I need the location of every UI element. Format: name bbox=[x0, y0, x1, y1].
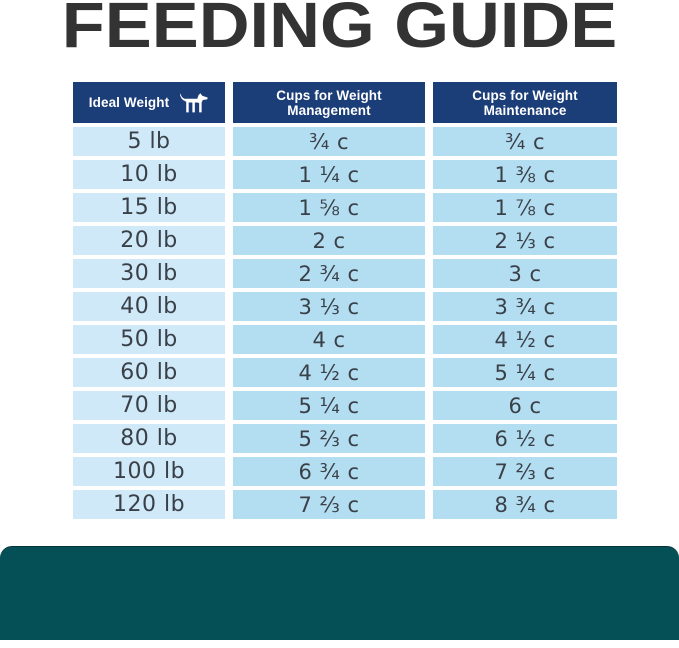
ideal-weight-cell: 20 lb bbox=[73, 226, 225, 255]
ideal-weight-cell: 30 lb bbox=[73, 259, 225, 288]
ideal-weight-cell: 10 lb bbox=[73, 160, 225, 189]
maintenance-cups-cell: 6 ½ c bbox=[433, 424, 617, 453]
management-cups-cell: 5 ⅔ c bbox=[233, 424, 425, 453]
maintenance-cups-cell: 8 ¾ c bbox=[433, 490, 617, 519]
management-cups-cell: 2 c bbox=[233, 226, 425, 255]
column-header-ideal-weight: Ideal Weight bbox=[73, 82, 225, 123]
page-title: FEEDING GUIDE bbox=[61, 0, 618, 61]
ideal-weight-cell: 50 lb bbox=[73, 325, 225, 354]
management-cups-cell: 4 c bbox=[233, 325, 425, 354]
management-cups-cell: ¾ c bbox=[233, 127, 425, 156]
management-cups-cell: 5 ¼ c bbox=[233, 391, 425, 420]
maintenance-cups-cell: 3 ¾ c bbox=[433, 292, 617, 321]
management-cups-cell: 6 ¾ c bbox=[233, 457, 425, 486]
maintenance-cups-cell: 1 ⅞ c bbox=[433, 193, 617, 222]
maintenance-cups-cell: 7 ⅔ c bbox=[433, 457, 617, 486]
management-cups-cell: 1 ¼ c bbox=[233, 160, 425, 189]
column-header-weight-maintenance: Cups for Weight Maintenance bbox=[433, 82, 617, 123]
ideal-weight-cell: 40 lb bbox=[73, 292, 225, 321]
maintenance-cups-cell: 1 ⅜ c bbox=[433, 160, 617, 189]
management-cups-cell: 3 ⅓ c bbox=[233, 292, 425, 321]
management-cups-cell: 4 ½ c bbox=[233, 358, 425, 387]
dog-icon bbox=[177, 92, 209, 113]
ideal-weight-cell: 100 lb bbox=[73, 457, 225, 486]
management-cups-cell: 2 ¾ c bbox=[233, 259, 425, 288]
ideal-weight-cell: 60 lb bbox=[73, 358, 225, 387]
maintenance-cups-cell: 2 ⅓ c bbox=[433, 226, 617, 255]
column-header-ideal-weight-label: Ideal Weight bbox=[88, 95, 170, 110]
maintenance-cups-cell: 5 ¼ c bbox=[433, 358, 617, 387]
maintenance-cups-cell: ¾ c bbox=[433, 127, 617, 156]
ideal-weight-cell: 80 lb bbox=[73, 424, 225, 453]
ideal-weight-cell: 5 lb bbox=[73, 127, 225, 156]
ideal-weight-cell: 70 lb bbox=[73, 391, 225, 420]
ideal-weight-cell: 120 lb bbox=[73, 490, 225, 519]
maintenance-cups-cell: 4 ½ c bbox=[433, 325, 617, 354]
maintenance-cups-cell: 3 c bbox=[433, 259, 617, 288]
column-header-weight-management: Cups for Weight Management bbox=[233, 82, 425, 123]
ideal-weight-cell: 15 lb bbox=[73, 193, 225, 222]
footer-band bbox=[0, 546, 679, 640]
feeding-table: Ideal Weight Cups for Weight Management … bbox=[73, 82, 617, 519]
management-cups-cell: 1 ⅝ c bbox=[233, 193, 425, 222]
maintenance-cups-cell: 6 c bbox=[433, 391, 617, 420]
management-cups-cell: 7 ⅔ c bbox=[233, 490, 425, 519]
